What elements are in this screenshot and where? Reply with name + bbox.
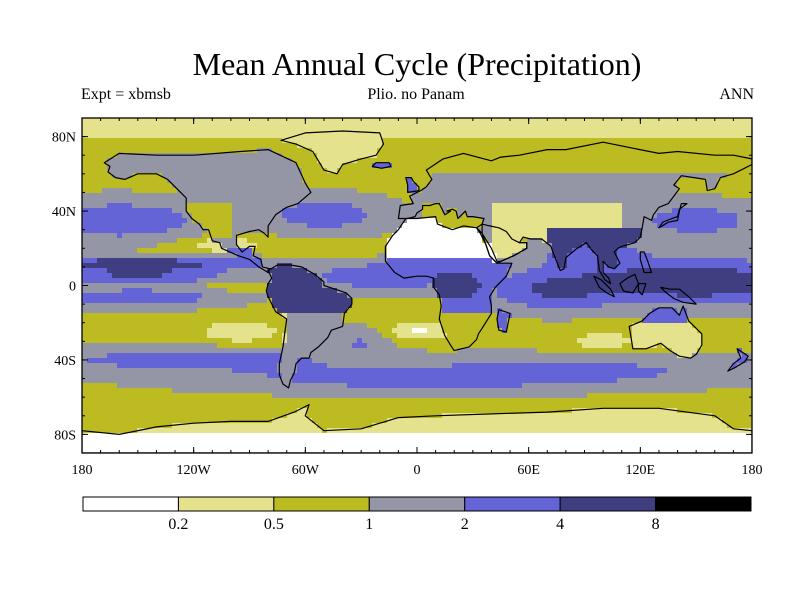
coastline-newzealand bbox=[727, 348, 749, 372]
coastlines bbox=[82, 130, 752, 453]
lon-tick-label: 120E bbox=[626, 463, 656, 478]
axis-ticks bbox=[81, 118, 753, 453]
coastline-australia bbox=[628, 305, 703, 359]
figure-title: Mean Annual Cycle (Precipitation) bbox=[192, 46, 642, 82]
coastline-antarctica bbox=[82, 404, 752, 453]
coastline-africa bbox=[384, 216, 513, 352]
lon-tick-label: 60E bbox=[517, 463, 540, 478]
colorbar-swatch bbox=[273, 496, 370, 512]
colorbar-swatch bbox=[464, 496, 561, 512]
colorbar-label: 2 bbox=[461, 516, 469, 533]
season-label: ANN bbox=[719, 86, 754, 103]
coastline-newguinea bbox=[660, 286, 697, 305]
coastline-samerica bbox=[265, 264, 353, 389]
coastline-philippines bbox=[639, 251, 653, 274]
colorbar-swatch bbox=[655, 496, 752, 512]
lon-tick-label: 60W bbox=[292, 463, 320, 478]
colorbar-swatch bbox=[368, 496, 466, 512]
colorbar-label: 1 bbox=[365, 516, 373, 533]
lat-tick-label: 40N bbox=[52, 205, 76, 220]
figure-subtitle: Plio. no Panam bbox=[367, 86, 465, 103]
colorbar-swatch bbox=[177, 496, 275, 512]
coastline-japan bbox=[658, 203, 688, 229]
lat-tick-label: 80N bbox=[52, 131, 76, 146]
axis-tick-labels: 80N 40N 0 40S 80S 180 120W 60W 0 60E 120E 180 bbox=[52, 131, 763, 478]
coastline-greenland bbox=[280, 130, 385, 175]
lat-tick-label: 0 bbox=[69, 280, 76, 295]
lon-tick-label: 120W bbox=[177, 463, 212, 478]
precipitation-field bbox=[82, 118, 752, 453]
coastline-arabia bbox=[481, 223, 528, 264]
coastline-sumatra bbox=[593, 275, 615, 298]
lat-tick-label: 40S bbox=[54, 354, 76, 369]
coastline-iceland bbox=[371, 162, 392, 169]
colorbar-label: 0.2 bbox=[168, 516, 188, 533]
lat-tick-label: 80S bbox=[54, 428, 76, 443]
colorbar-swatch bbox=[82, 496, 179, 512]
lon-tick-label: 180 bbox=[742, 463, 763, 478]
colorbar-swatch bbox=[559, 496, 657, 512]
coastline-madagascar bbox=[496, 309, 511, 333]
colorbar-label: 4 bbox=[556, 516, 564, 533]
colorbar: 0.2 0.5 1 2 4 8 bbox=[82, 496, 752, 533]
colorbar-label: 8 bbox=[652, 516, 660, 533]
coastline-uk bbox=[405, 177, 420, 193]
coastline-eurasia bbox=[397, 141, 752, 285]
coastline-sulawesi bbox=[637, 283, 647, 296]
coastline-namerica bbox=[103, 149, 312, 274]
experiment-label: Expt = xbmsb bbox=[81, 86, 171, 103]
lon-tick-label: 0 bbox=[414, 463, 421, 478]
lon-tick-label: 180 bbox=[72, 463, 93, 478]
colorbar-label: 0.5 bbox=[264, 516, 284, 533]
